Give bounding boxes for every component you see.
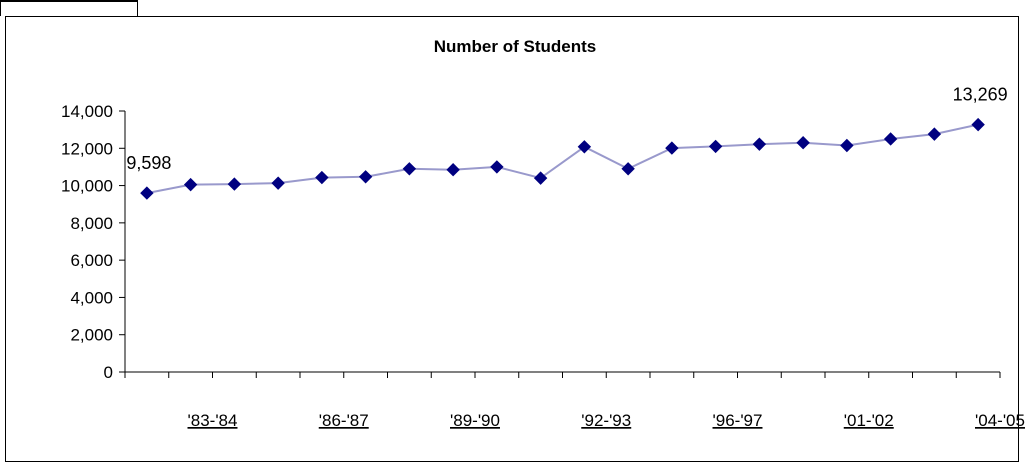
y-tick-label: 8,000 [70,214,113,233]
x-tick-label: '89-'90 [450,411,500,430]
data-label: 13,269 [953,85,1008,105]
data-point [840,138,854,153]
data-point [752,137,767,151]
y-tick-label: 4,000 [70,288,113,307]
chart-title: Number of Students [434,37,596,56]
data-point [971,117,985,132]
data-point [577,140,592,154]
data-point [315,170,329,185]
data-point [446,163,460,177]
series-line [146,123,979,195]
y-tick-label: 6,000 [70,251,113,270]
data-point [271,176,285,190]
data-point [883,132,898,146]
y-tick-label: 2,000 [70,326,113,345]
y-tick-label: 12,000 [61,139,113,158]
data-point [621,162,635,176]
data-point [927,127,942,141]
top-left-tab [0,0,138,16]
data-point [140,186,154,200]
data-point [708,139,723,154]
data-labels: 9,598 13,269 [126,85,1007,173]
y-tick-label: 0 [104,363,113,382]
chart-frame [5,16,1019,462]
data-point [183,177,198,192]
x-tick-label: '01-'02 [844,411,894,430]
data-point [490,160,504,174]
data-point [358,170,373,184]
data-label: 9,598 [126,153,171,173]
data-point [533,171,548,185]
data-point [402,162,417,176]
data-point [665,141,679,155]
x-axis: '83-'84 '86-'87 '89-'90 '92-'93 '96-'97 '01-'… [124,371,1025,430]
x-tick-label: '83-'84 [188,411,238,430]
data-point [227,177,242,191]
y-tick-label: 14,000 [61,102,113,121]
x-tick-label: '86-'87 [319,411,369,430]
y-tick-label: 10,000 [61,177,113,196]
x-tick-label: '92-'93 [581,411,631,430]
x-tick-label: '96-'97 [713,411,763,430]
data-point [796,135,810,150]
y-axis: 0 2,000 4,000 6,000 8,000 10,000 12,000 14,000 [61,102,126,382]
series-students [140,117,985,200]
x-tick-label: '04-'05 [975,411,1025,430]
